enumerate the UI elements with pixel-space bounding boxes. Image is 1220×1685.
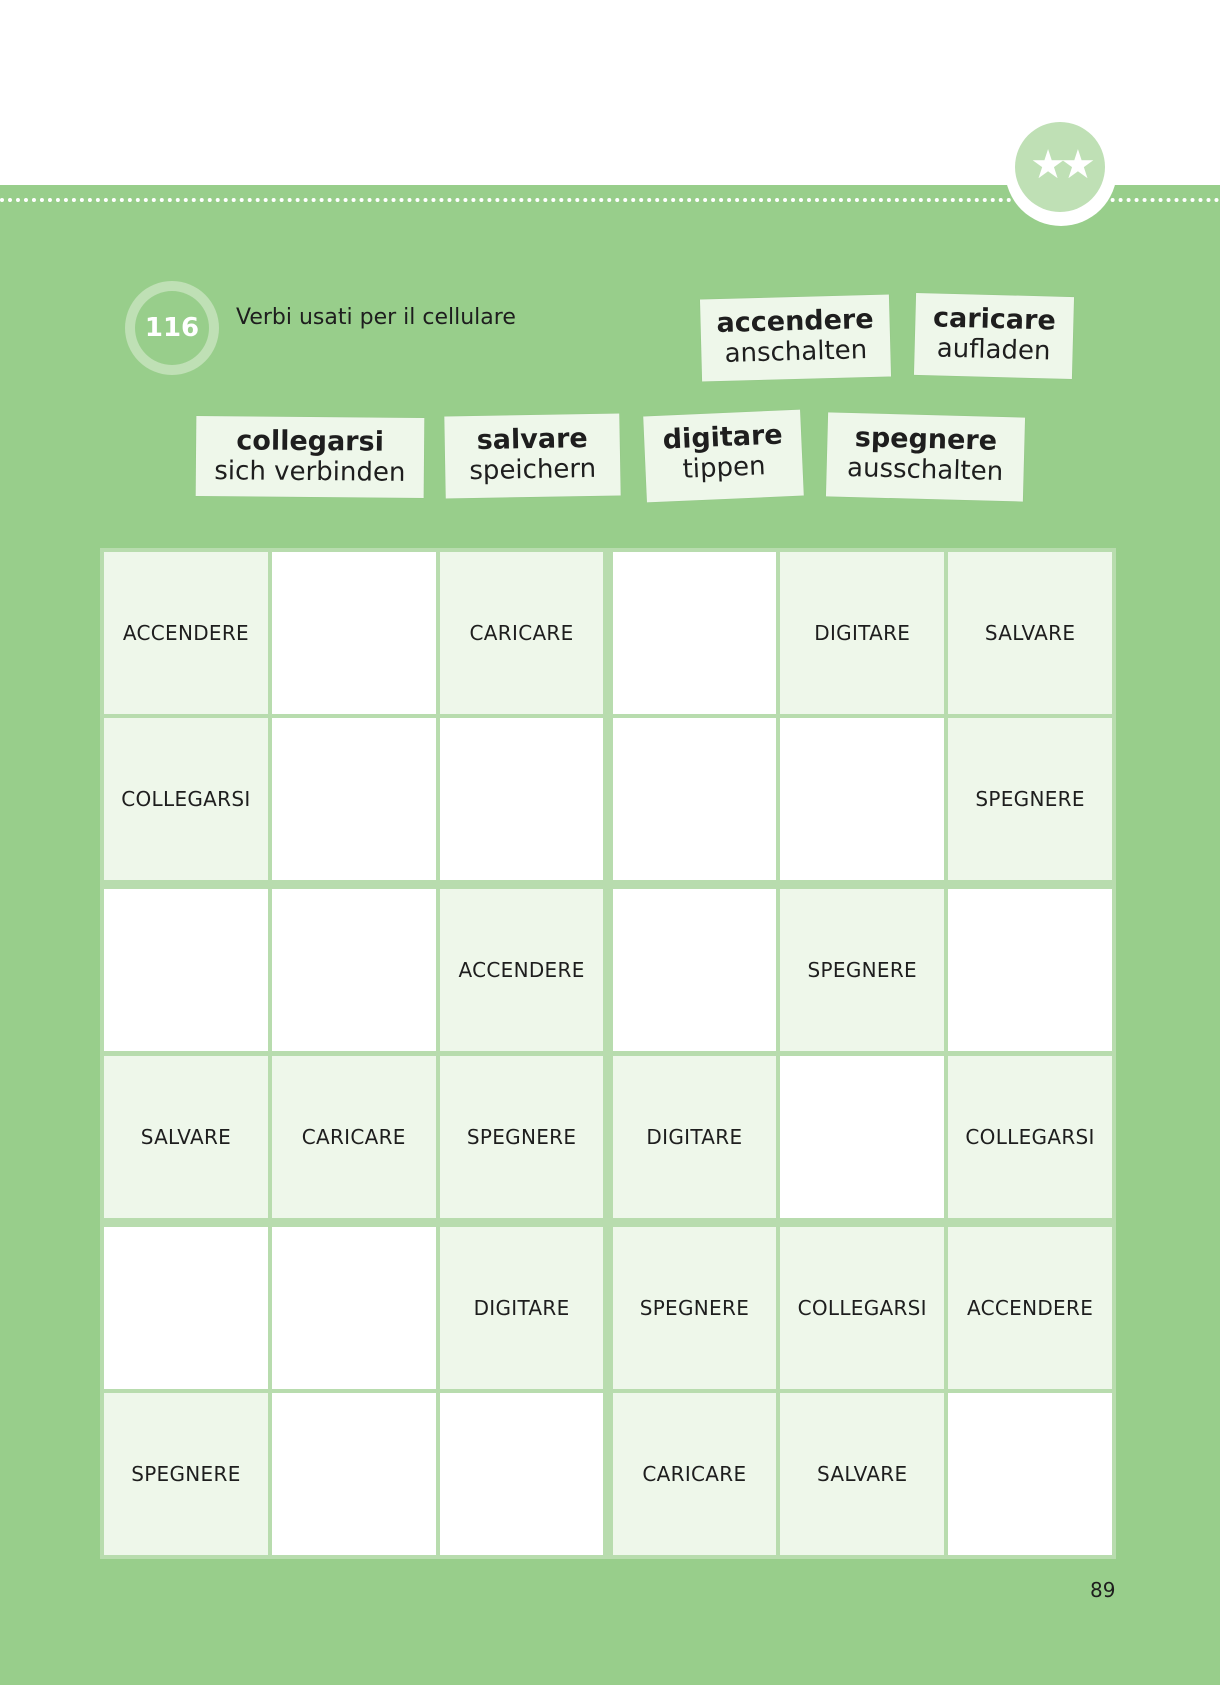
grid-cell-given: SALVARE bbox=[104, 1055, 268, 1218]
vocab-italian: digitare bbox=[662, 419, 784, 456]
vocab-german: anschalten bbox=[724, 335, 868, 369]
grid-cell-given: SPEGNERE bbox=[439, 1055, 604, 1218]
vocab-italian: salvare bbox=[476, 423, 588, 456]
grid-cell-empty[interactable] bbox=[948, 889, 1112, 1052]
vocab-card: spegnere ausschalten bbox=[825, 412, 1026, 502]
grid-cell-empty[interactable] bbox=[104, 889, 268, 1052]
grid-cell-given: SALVARE bbox=[948, 552, 1112, 715]
vocab-german: aufladen bbox=[936, 333, 1051, 367]
vocab-card: collegarsi sich verbinden bbox=[195, 416, 425, 498]
grid-cell-given: CARICARE bbox=[439, 552, 604, 715]
grid-cell-given: COLLEGARSI bbox=[780, 1226, 945, 1389]
exercise-number-badge: 116 bbox=[125, 281, 219, 375]
grid-cell-given: CARICARE bbox=[271, 1055, 436, 1218]
exercise-number: 116 bbox=[135, 291, 209, 365]
exercise-title: Verbi usati per il cellulare bbox=[236, 305, 516, 330]
vocab-italian: collegarsi bbox=[236, 425, 385, 458]
vocab-card: caricare aufladen bbox=[913, 292, 1075, 380]
grid-cell-empty[interactable] bbox=[271, 1392, 436, 1555]
grid-cell-given: ACCENDERE bbox=[439, 889, 604, 1052]
page-number: 89 bbox=[1090, 1578, 1116, 1602]
vocab-italian: accendere bbox=[716, 303, 874, 340]
difficulty-badge: ★★ bbox=[1005, 114, 1117, 226]
grid-cell-empty[interactable] bbox=[271, 1226, 436, 1389]
grid-cell-empty[interactable] bbox=[104, 1226, 268, 1389]
grid-cell-empty[interactable] bbox=[612, 718, 777, 881]
grid-cell-empty[interactable] bbox=[612, 889, 777, 1052]
grid-cell-empty[interactable] bbox=[271, 552, 436, 715]
grid-cell-given: SPEGNERE bbox=[780, 889, 945, 1052]
grid-cell-given: DIGITARE bbox=[612, 1055, 777, 1218]
grid-cell-given: SPEGNERE bbox=[612, 1226, 777, 1389]
grid-cell-given: ACCENDERE bbox=[948, 1226, 1112, 1389]
grid-cell-given: COLLEGARSI bbox=[104, 718, 268, 881]
grid-cell-empty[interactable] bbox=[439, 1392, 604, 1555]
vocab-italian: spegnere bbox=[854, 422, 998, 457]
grid-cell-given: SPEGNERE bbox=[104, 1392, 268, 1555]
sudoku-grid: ACCENDERE CARICARE DIGITARE SALVARE COLLEGAR… bbox=[100, 548, 1116, 1559]
grid-cell-given: CARICARE bbox=[612, 1392, 777, 1555]
vocab-german: speichern bbox=[469, 453, 597, 487]
vocab-card: salvare speichern bbox=[444, 413, 621, 499]
vocab-italian: caricare bbox=[932, 302, 1057, 337]
grid-cell-given: DIGITARE bbox=[780, 552, 945, 715]
grid-cell-given: ACCENDERE bbox=[104, 552, 268, 715]
grid-cell-empty[interactable] bbox=[780, 718, 945, 881]
grid-cell-given: SPEGNERE bbox=[948, 718, 1112, 881]
grid-cell-given: COLLEGARSI bbox=[948, 1055, 1112, 1218]
grid-cell-given: DIGITARE bbox=[439, 1226, 604, 1389]
grid-cell-empty[interactable] bbox=[780, 1055, 945, 1218]
vocab-card: accendere anschalten bbox=[699, 294, 892, 382]
dotted-divider bbox=[0, 198, 1220, 202]
grid-cell-empty[interactable] bbox=[439, 718, 604, 881]
vocab-german: ausschalten bbox=[846, 452, 1004, 488]
vocab-german: sich verbinden bbox=[214, 456, 406, 488]
grid-cell-empty[interactable] bbox=[271, 718, 436, 881]
grid-cell-given: SALVARE bbox=[780, 1392, 945, 1555]
grid-cell-empty[interactable] bbox=[948, 1392, 1112, 1555]
grid-cell-empty[interactable] bbox=[271, 889, 436, 1052]
vocab-card: digitare tippen bbox=[643, 409, 804, 503]
two-stars-icon: ★★ bbox=[1015, 122, 1105, 212]
grid-cell-empty[interactable] bbox=[612, 552, 777, 715]
